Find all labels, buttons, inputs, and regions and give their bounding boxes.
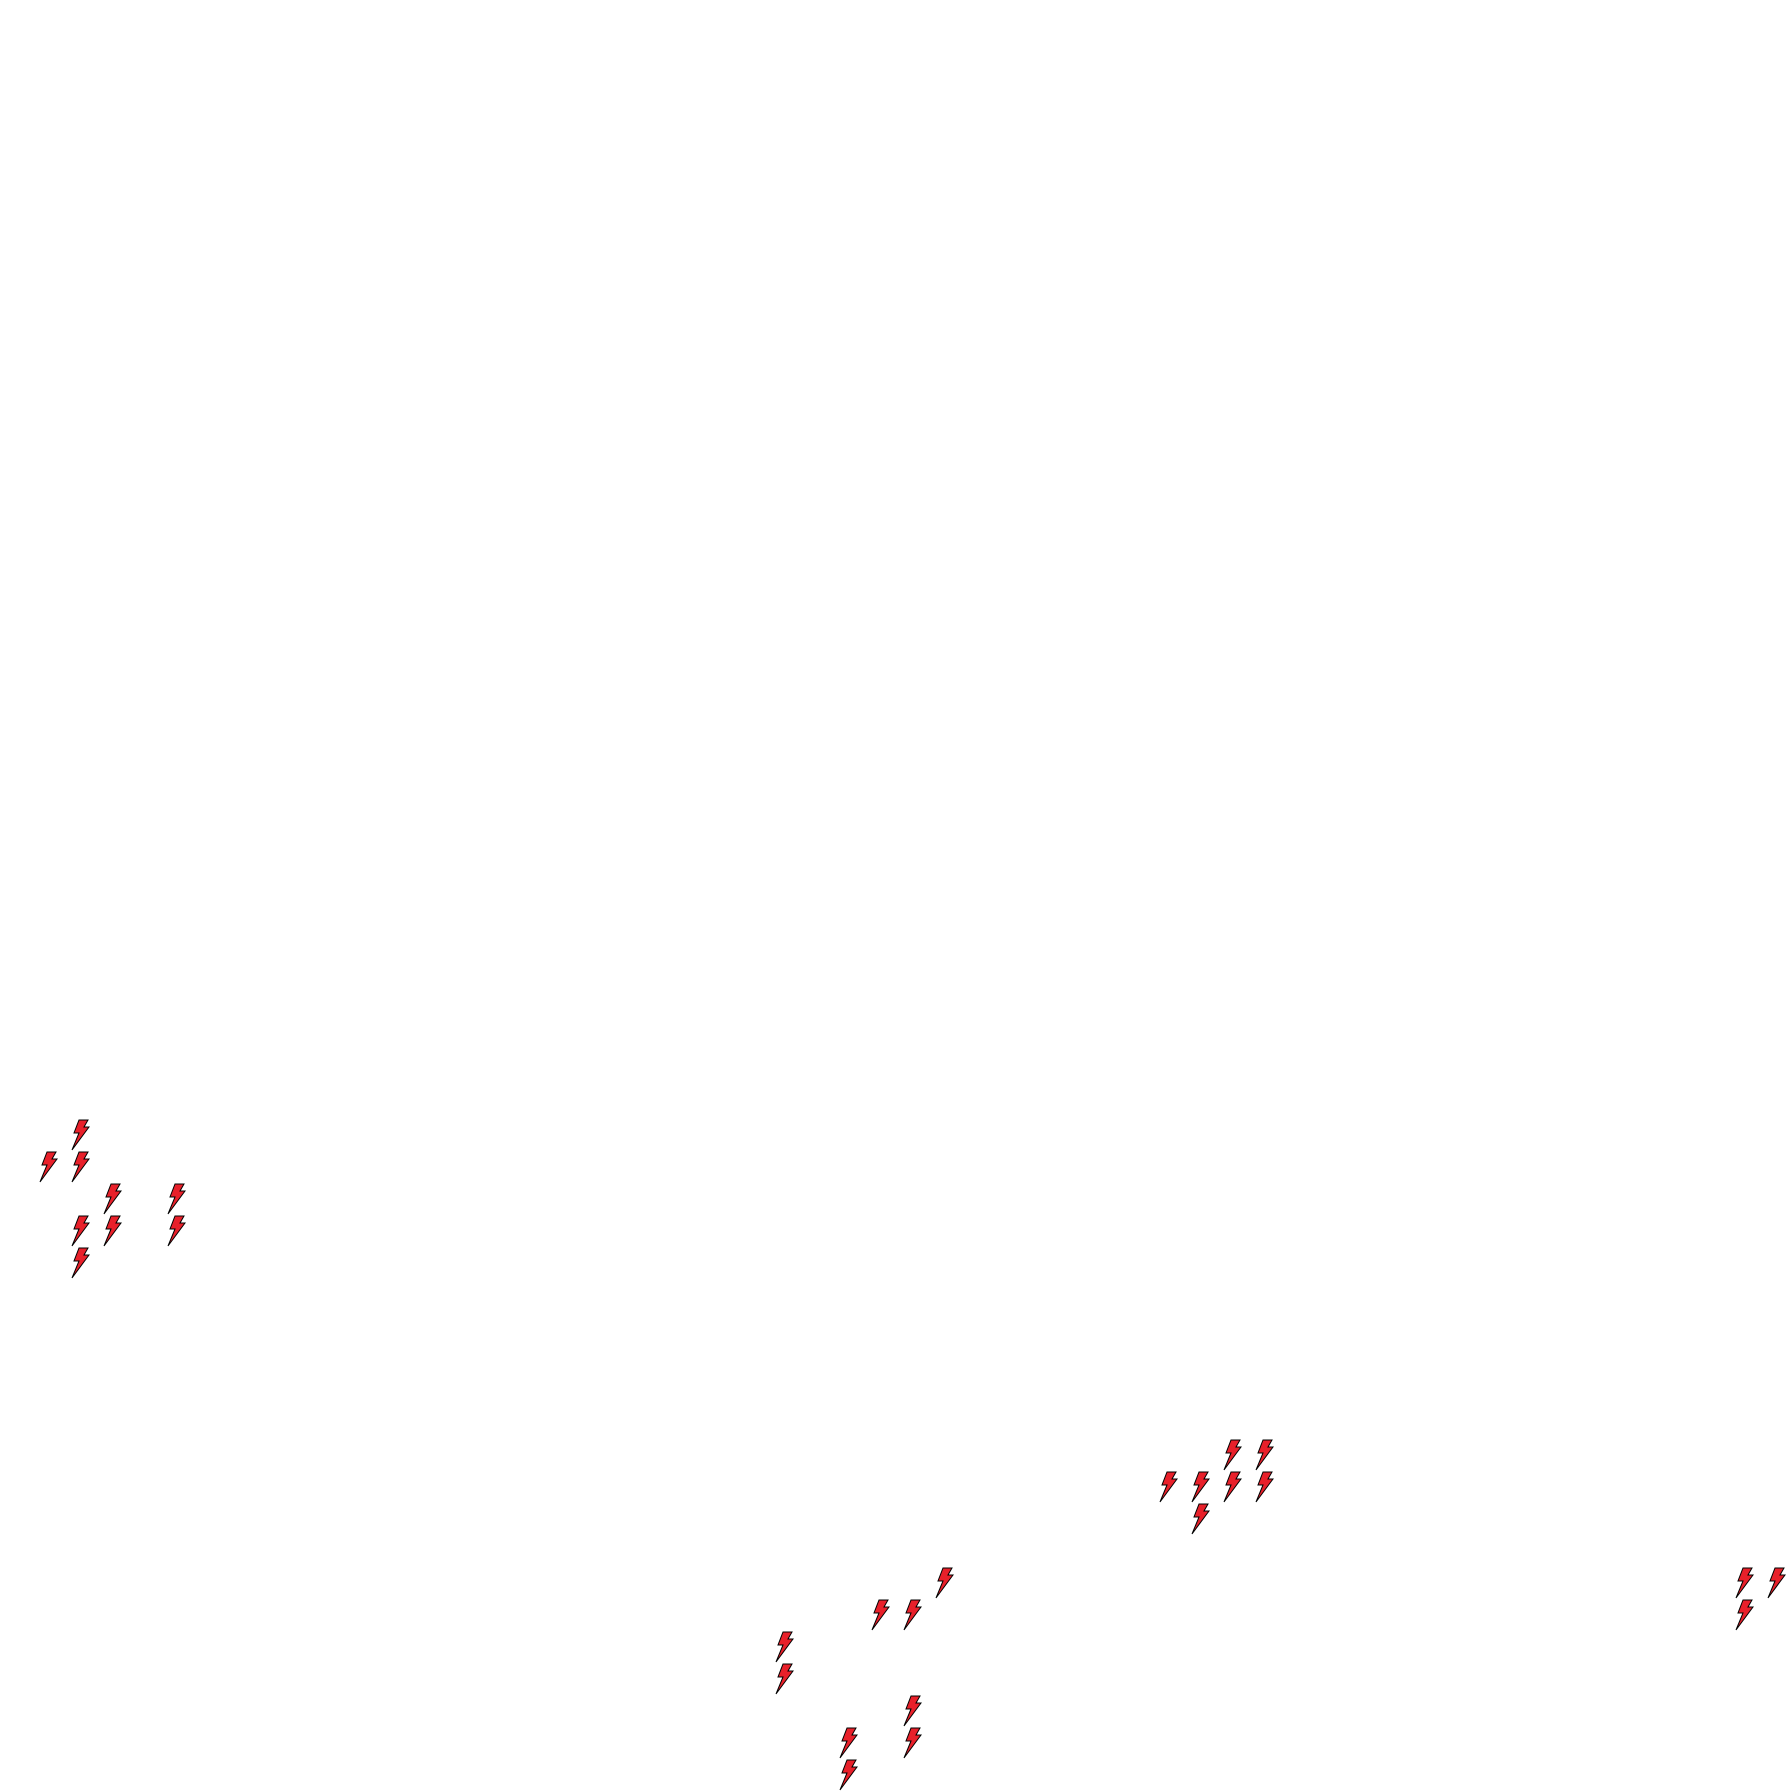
map-background	[0, 0, 1792, 1792]
map	[0, 0, 1792, 1792]
